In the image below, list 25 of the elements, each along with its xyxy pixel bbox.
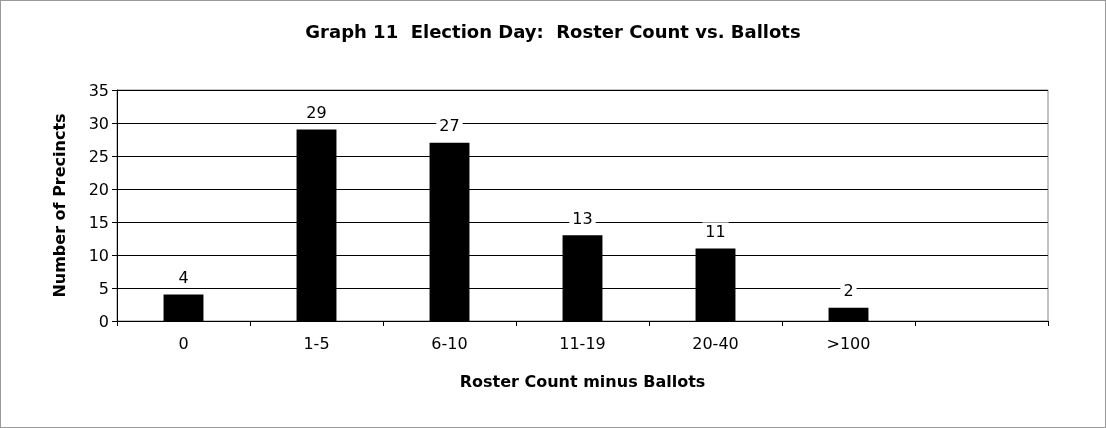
x-tick-label: 6-10 xyxy=(431,333,468,353)
x-tick-label: 0 xyxy=(178,333,189,353)
y-tick-label: 10 xyxy=(88,245,109,265)
x-tick-label: 20-40 xyxy=(692,333,739,353)
bar xyxy=(828,307,869,321)
x-tick-label: 1-5 xyxy=(303,333,330,353)
data-label: 27 xyxy=(439,116,460,136)
x-tick-label: >100 xyxy=(826,333,871,353)
y-tick-label: 0 xyxy=(98,311,109,331)
y-tick-label: 30 xyxy=(88,113,109,133)
x-tick-label: 11-19 xyxy=(559,333,606,353)
y-tick-label: 35 xyxy=(88,80,109,100)
x-axis-title: Roster Count minus Ballots xyxy=(459,371,706,391)
bar xyxy=(163,294,204,321)
chart-title: Graph 11 Election Day: Roster Count vs. Ballots xyxy=(305,20,801,42)
data-label: 2 xyxy=(843,281,854,301)
y-tick-label: 25 xyxy=(88,146,109,166)
y-tick-label: 5 xyxy=(98,278,109,298)
y-axis-title: Number of Precincts xyxy=(49,113,69,298)
data-label: 29 xyxy=(306,103,327,123)
y-tick-label: 20 xyxy=(88,179,109,199)
data-label: 4 xyxy=(178,268,189,288)
data-label: 11 xyxy=(705,221,726,241)
data-label: 13 xyxy=(572,208,593,228)
y-tick-label: 15 xyxy=(88,212,109,232)
